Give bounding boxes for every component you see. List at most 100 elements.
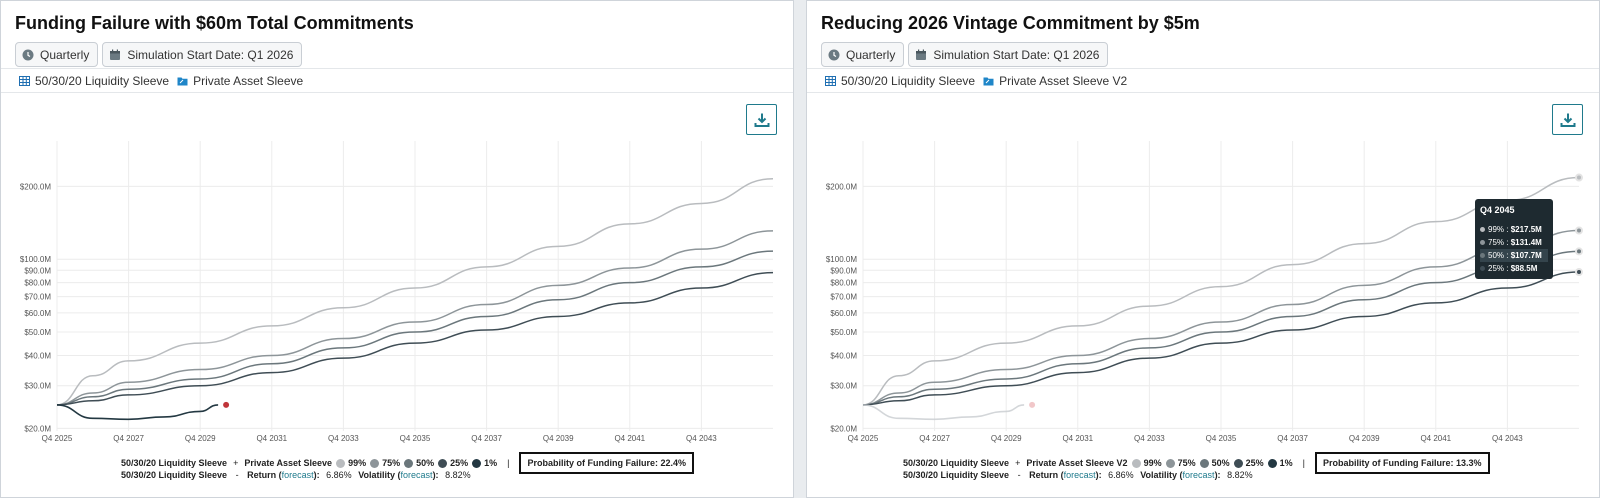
- legend-item-75[interactable]: 75%: [370, 458, 400, 468]
- divider: [1, 68, 793, 69]
- legend-item-50[interactable]: 50%: [1199, 458, 1230, 468]
- panel-title: Reducing 2026 Vintage Commitment by $5m: [821, 13, 1200, 33]
- volatility-forecast-link[interactable]: forecast: [400, 470, 433, 480]
- volatility-value: 8.82%: [1227, 470, 1253, 480]
- legend-sleeve-a: 50/30/20 Liquidity Sleeve: [121, 458, 228, 468]
- sleeve-list: 50/30/20 Liquidity Sleeve Private Asset …: [19, 74, 311, 88]
- stats-dash: -: [1017, 470, 1021, 480]
- tooltip-sep: :: [1504, 238, 1511, 247]
- sleeve-private-asset[interactable]: Private Asset Sleeve: [177, 74, 303, 88]
- volatility-label: Volatility: [1140, 470, 1178, 480]
- tooltip-sep: :: [1504, 264, 1511, 273]
- y-tick-label: $20.0M: [830, 424, 857, 433]
- tooltip-sep: :: [1504, 225, 1511, 234]
- return-value: 6.86%: [1108, 470, 1134, 480]
- y-tick-label: $50.0M: [24, 328, 51, 337]
- return-forecast-link[interactable]: forecast: [1063, 470, 1096, 480]
- frequency-chip[interactable]: Quarterly: [821, 42, 905, 67]
- y-tick-label: $90.0M: [830, 266, 857, 275]
- chart-panel-left: Funding Failure with $60m Total Commitme…: [0, 0, 794, 498]
- legend-item-25[interactable]: 25%: [1233, 458, 1264, 468]
- series-line-25: [862, 271, 1580, 406]
- funding-failure-probability: Probability of Funding Failure: 22.4%: [519, 452, 694, 474]
- download-button[interactable]: [1552, 104, 1583, 135]
- filter-chips: Quarterly Simulation Start Date: Q1 2026: [15, 42, 303, 67]
- y-tick-label: $100.0M: [20, 255, 51, 264]
- legend-item-75[interactable]: 75%: [1165, 458, 1196, 468]
- legend-label: 1%: [484, 458, 498, 468]
- y-tick-label: $40.0M: [24, 351, 51, 360]
- sleeve-liquidity[interactable]: 50/30/20 Liquidity Sleeve: [19, 74, 169, 88]
- frequency-label: Quarterly: [40, 47, 90, 62]
- grid-icon: [19, 76, 30, 86]
- tooltip-row-50: 50% : $107.7M: [1480, 249, 1548, 262]
- series-line-50: [56, 250, 774, 406]
- folder-icon: [177, 77, 188, 86]
- tooltip-dot: [1480, 227, 1485, 232]
- sleeve-label: 50/30/20 Liquidity Sleeve: [35, 74, 170, 88]
- legend-dot: [1199, 458, 1209, 468]
- legend-label: 99%: [348, 458, 367, 468]
- legend-label: 75%: [382, 458, 401, 468]
- filter-chips: Quarterly Simulation Start Date: Q1 2026: [821, 42, 1109, 67]
- y-tick-label: $60.0M: [830, 309, 857, 318]
- download-button[interactable]: [746, 104, 777, 135]
- sleeve-label: Private Asset Sleeve: [193, 74, 304, 88]
- start-date-label: Simulation Start Date: Q1 2026: [127, 47, 294, 62]
- x-tick-label: Q4 2043: [686, 434, 717, 443]
- tooltip-value: $88.5M: [1510, 264, 1538, 273]
- y-tick-label: $80.0M: [24, 279, 51, 288]
- x-tick-label: Q4 2029: [185, 434, 216, 443]
- legend-item-99[interactable]: 99%: [336, 458, 366, 468]
- x-tick-label: Q4 2039: [1349, 434, 1380, 443]
- tooltip-row-75: 75% : $131.4M: [1480, 236, 1548, 249]
- tooltip-label: 25%: [1488, 264, 1505, 273]
- legend-item-1[interactable]: 1%: [1267, 458, 1293, 468]
- return-value: 6.86%: [326, 470, 352, 480]
- start-date-chip[interactable]: Simulation Start Date: Q1 2026: [908, 42, 1109, 67]
- legend-item-1[interactable]: 1%: [472, 458, 497, 468]
- legend-plus: +: [233, 458, 239, 468]
- legend-plus: +: [1015, 458, 1021, 468]
- hover-point: [1575, 268, 1583, 277]
- volatility-forecast-link[interactable]: forecast: [1182, 470, 1215, 480]
- sleeve-list: 50/30/20 Liquidity Sleeve Private Asset …: [825, 74, 1135, 88]
- legend-sleeve-b: Private Asset Sleeve: [244, 458, 333, 468]
- start-date-chip[interactable]: Simulation Start Date: Q1 2026: [102, 42, 303, 67]
- tooltip-value: $107.7M: [1510, 251, 1542, 260]
- return-forecast-link[interactable]: forecast: [281, 470, 314, 480]
- legend-dot: [438, 458, 448, 468]
- legend-item-50[interactable]: 50%: [404, 458, 434, 468]
- x-tick-label: Q4 2043: [1492, 434, 1523, 443]
- download-icon: [1560, 113, 1575, 127]
- x-tick-label: Q4 2039: [543, 434, 574, 443]
- sleeve-private-asset-v2[interactable]: Private Asset Sleeve V2: [983, 74, 1127, 88]
- frequency-chip[interactable]: Quarterly: [15, 42, 99, 67]
- y-tick-label: $90.0M: [24, 266, 51, 275]
- fan-chart: $20.0M $30.0M $40.0M $50.0M $60.0M $70.0M $80.…: [20, 141, 774, 443]
- legend-sleeve-a: 50/30/20 Liquidity Sleeve: [903, 458, 1010, 468]
- hover-point: [1575, 173, 1583, 182]
- series-line-99: [862, 176, 1580, 406]
- x-tick-label: Q4 2035: [1206, 434, 1237, 443]
- stats-sleeve: 50/30/20 Liquidity Sleeve: [903, 470, 1010, 480]
- y-tick-label: $80.0M: [830, 279, 857, 288]
- x-tick-label: Q4 2041: [1420, 434, 1451, 443]
- x-tick-label: Q4 2037: [471, 434, 502, 443]
- x-tick-label: Q4 2035: [400, 434, 431, 443]
- tooltip-value: $131.4M: [1510, 238, 1542, 247]
- x-tick-label: Q4 2037: [1277, 434, 1308, 443]
- grid-icon: [825, 76, 836, 86]
- legend-item-99[interactable]: 99%: [1131, 458, 1162, 468]
- legend-dot: [1165, 458, 1175, 468]
- x-tick-label: Q4 2031: [256, 434, 287, 443]
- sleeve-liquidity[interactable]: 50/30/20 Liquidity Sleeve: [825, 74, 975, 88]
- chart-legend: 50/30/20 Liquidity Sleeve + Private Asse…: [903, 452, 1490, 474]
- stats-row: 50/30/20 Liquidity Sleeve - Return (fore…: [121, 470, 471, 480]
- y-tick-label: $50.0M: [830, 328, 857, 337]
- tooltip-row-99: 99% : $217.5M: [1480, 223, 1548, 236]
- legend-label: 1%: [1279, 458, 1293, 468]
- legend-dot: [1131, 458, 1141, 468]
- legend-item-25[interactable]: 25%: [438, 458, 468, 468]
- panel-title: Funding Failure with $60m Total Commitme…: [15, 13, 414, 33]
